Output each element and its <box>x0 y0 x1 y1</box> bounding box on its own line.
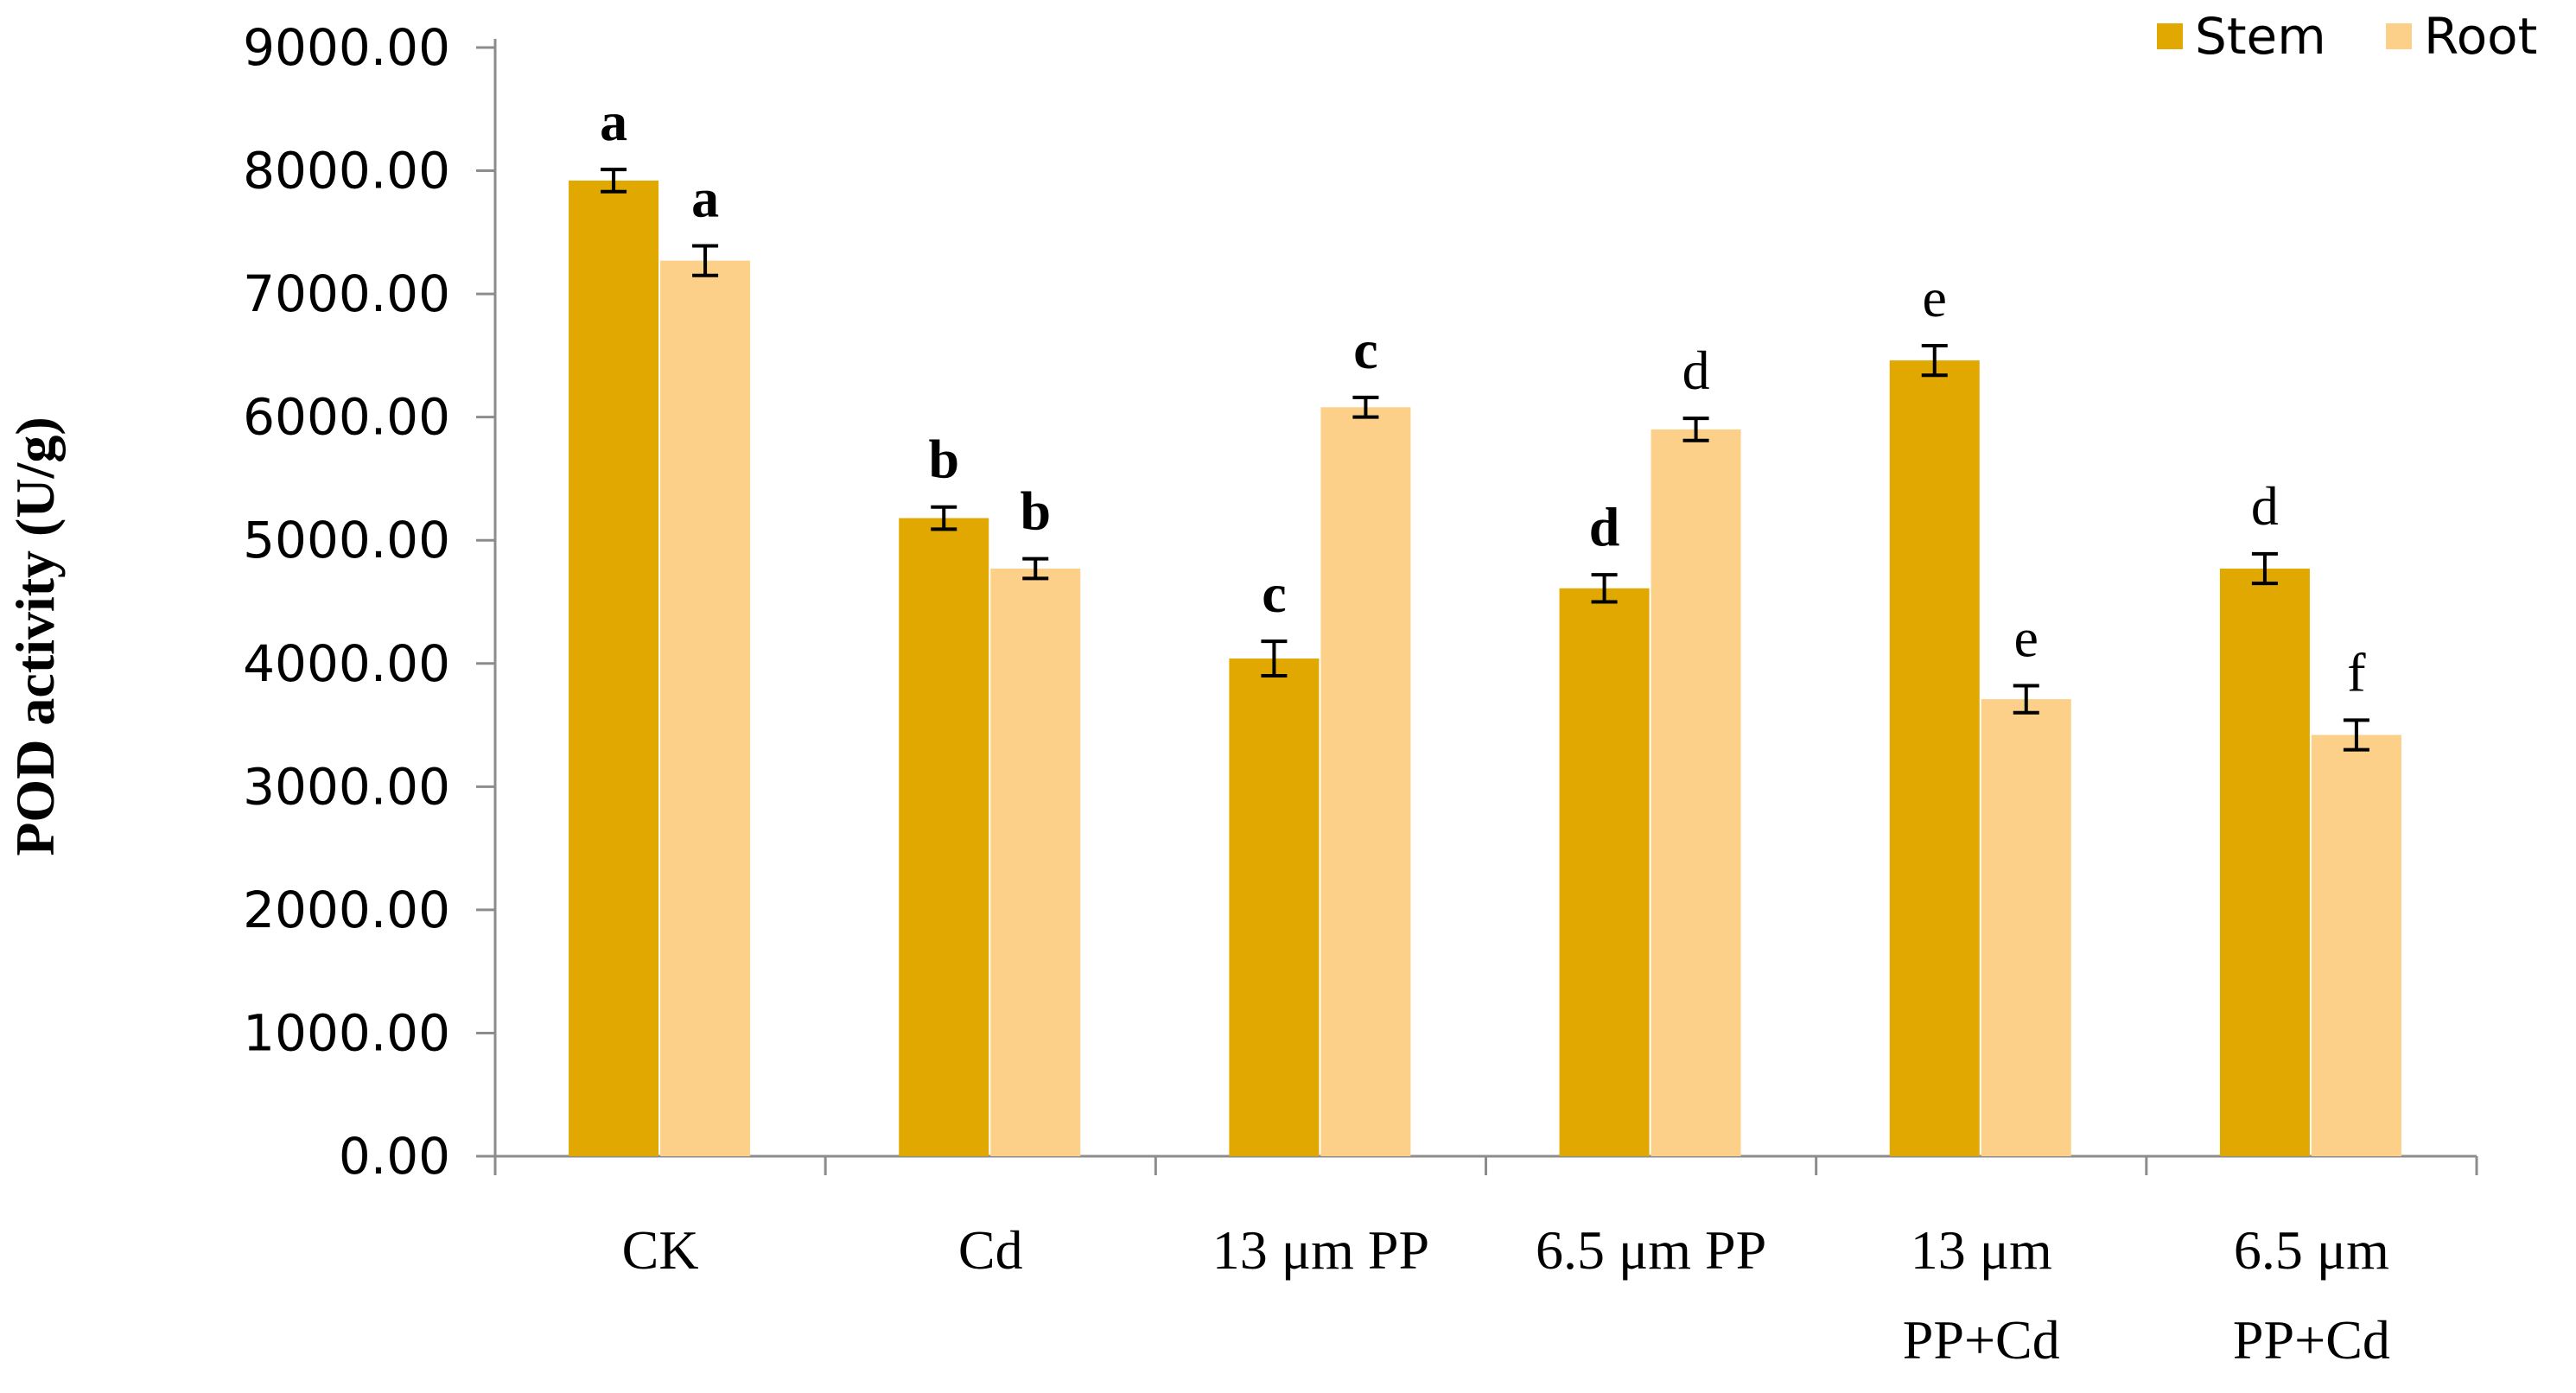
significance-label: e <box>2014 607 2039 668</box>
error-bars <box>601 168 2369 752</box>
legend-swatch <box>2386 23 2412 49</box>
y-tick-label: 6000.00 <box>243 388 450 447</box>
significance-label: a <box>691 168 719 229</box>
bar-stem <box>2219 569 2310 1156</box>
bar-stem <box>1229 658 1320 1156</box>
y-tick-label: 8000.00 <box>243 142 450 200</box>
y-ticks: 0.00 1000.00 2000.00 3000.00 4000.00 5000.00 6… <box>243 18 495 1186</box>
x-category-labels: CK Cd 13 μm PP 6.5 μm PP 13 μm PP+Cd 6.5 μm PP+… <box>622 1219 2390 1371</box>
x-category-label: 13 μm <box>1911 1219 2052 1281</box>
bar-root <box>990 569 1081 1156</box>
bar-stem <box>899 518 989 1156</box>
bars <box>569 180 2401 1157</box>
significance-label: b <box>1020 480 1051 542</box>
legend-label: Stem <box>2195 7 2326 66</box>
x-category-label: PP+Cd <box>1903 1309 2060 1371</box>
significance-label: c <box>1353 319 1377 380</box>
significance-label: a <box>600 91 627 152</box>
y-tick-label: 7000.00 <box>243 264 450 323</box>
bar-root <box>660 260 751 1157</box>
legend-swatch <box>2157 23 2183 49</box>
bar-root <box>1651 429 1741 1156</box>
bar-stem <box>569 180 659 1157</box>
y-tick-label: 0.00 <box>339 1127 450 1186</box>
significance-label: d <box>2251 475 2279 537</box>
y-tick-label: 1000.00 <box>243 1003 450 1062</box>
bar-root <box>2311 735 2401 1156</box>
x-category-label: 6.5 μm <box>2234 1219 2389 1281</box>
y-tick-label: 2000.00 <box>243 881 450 939</box>
significance-label: b <box>928 429 959 490</box>
bar-root <box>1981 699 2071 1156</box>
significance-label: d <box>1682 340 1710 401</box>
y-tick-label: 5000.00 <box>243 511 450 569</box>
y-axis-title: POD activity (U/g) <box>4 417 66 856</box>
significance-labels: a a bb c c d d e e d f <box>600 91 2366 703</box>
bar-root <box>1320 407 1411 1156</box>
y-tick-label: 3000.00 <box>243 757 450 816</box>
x-category-label: PP+Cd <box>2233 1309 2390 1371</box>
y-tick-label: 9000.00 <box>243 18 450 77</box>
x-category-label: 13 μm PP <box>1212 1219 1429 1281</box>
significance-label: c <box>1262 563 1286 624</box>
legend-item-root[interactable]: Root <box>2386 7 2537 66</box>
y-tick-label: 4000.00 <box>243 634 450 693</box>
legend-item-stem[interactable]: Stem <box>2157 7 2326 66</box>
bar-stem <box>1889 360 1980 1156</box>
x-category-label: Cd <box>958 1219 1023 1281</box>
x-category-label: CK <box>622 1219 699 1281</box>
legend-label: Root <box>2424 7 2537 66</box>
axes <box>493 39 2478 1175</box>
y-axis-title-group: POD activity (U/g) <box>4 417 66 856</box>
bar-stem <box>1559 588 1650 1156</box>
significance-label: f <box>2347 641 2366 703</box>
legend[interactable]: Stem Root <box>2157 7 2537 66</box>
significance-label: e <box>1923 267 1947 328</box>
x-category-label: 6.5 μm PP <box>1536 1219 1766 1281</box>
significance-label: d <box>1589 496 1620 557</box>
